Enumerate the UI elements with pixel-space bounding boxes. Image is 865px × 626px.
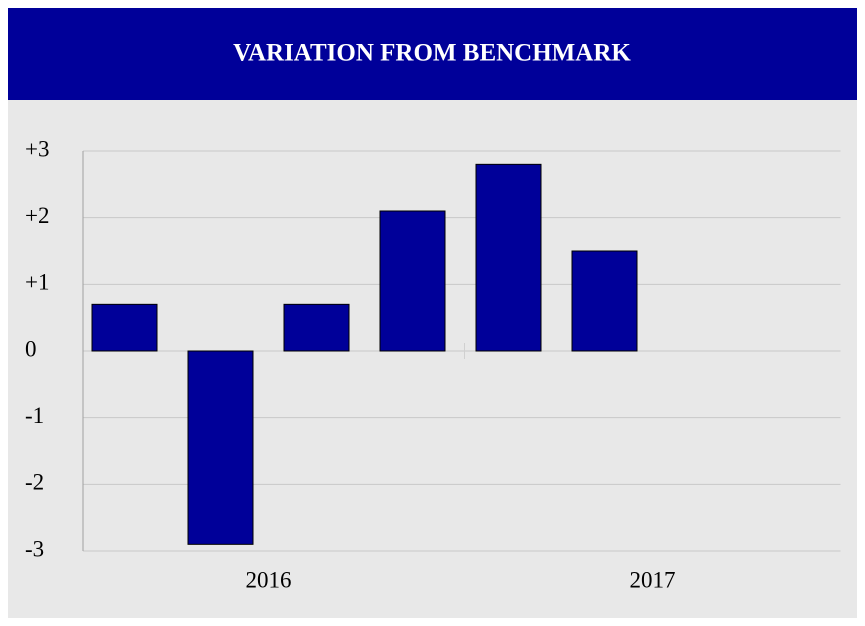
y-tick-label: -1 bbox=[25, 403, 44, 428]
x-group-label: 2017 bbox=[630, 567, 676, 592]
y-tick-label: 0 bbox=[25, 336, 37, 361]
bar bbox=[475, 163, 542, 352]
y-tick-label: +2 bbox=[25, 203, 49, 228]
chart-title: VARIATION FROM BENCHMARK bbox=[233, 40, 631, 67]
y-tick-label: -2 bbox=[25, 470, 44, 495]
y-tick-label: +3 bbox=[25, 136, 49, 161]
y-tick-label: +1 bbox=[25, 270, 49, 295]
y-tick-label: -3 bbox=[25, 536, 44, 561]
header bbox=[8, 8, 857, 100]
bar bbox=[91, 303, 158, 352]
plot-background bbox=[8, 100, 857, 618]
x-group-label: 2016 bbox=[246, 567, 292, 592]
bar bbox=[283, 303, 350, 352]
bar bbox=[571, 250, 638, 352]
bar bbox=[187, 350, 254, 545]
bar bbox=[379, 210, 446, 352]
